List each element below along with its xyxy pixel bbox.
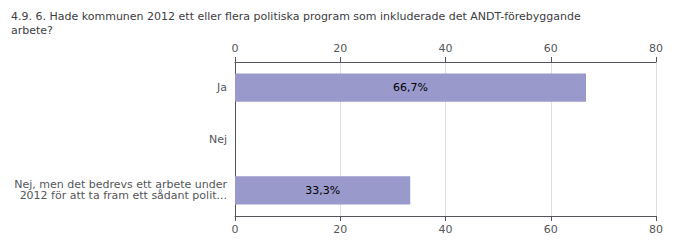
svg-text:arbete?: arbete? — [11, 24, 53, 37]
svg-text:40: 40 — [439, 223, 453, 236]
svg-text:Nej, men det bedrevs ett arbet: Nej, men det bedrevs ett arbete under — [14, 178, 227, 192]
svg-text:40: 40 — [439, 42, 453, 55]
svg-text:33,3%: 33,3% — [305, 184, 340, 197]
svg-text:Nej: Nej — [209, 133, 227, 146]
svg-text:4.9. 6. Hade kommunen 2012 ett: 4.9. 6. Hade kommunen 2012 ett eller fle… — [11, 10, 581, 23]
svg-text:0: 0 — [232, 42, 239, 55]
svg-text:60: 60 — [544, 223, 558, 236]
svg-text:80: 80 — [649, 223, 663, 236]
svg-text:2012 för att ta fram ett sådan: 2012 för att ta fram ett sådant polit... — [20, 189, 227, 202]
svg-text:Ja: Ja — [216, 81, 227, 94]
svg-text:20: 20 — [333, 42, 347, 55]
svg-text:0: 0 — [232, 223, 239, 236]
svg-text:66,7%: 66,7% — [393, 81, 428, 94]
svg-text:60: 60 — [544, 42, 558, 55]
svg-text:20: 20 — [333, 223, 347, 236]
svg-text:80: 80 — [649, 42, 663, 55]
